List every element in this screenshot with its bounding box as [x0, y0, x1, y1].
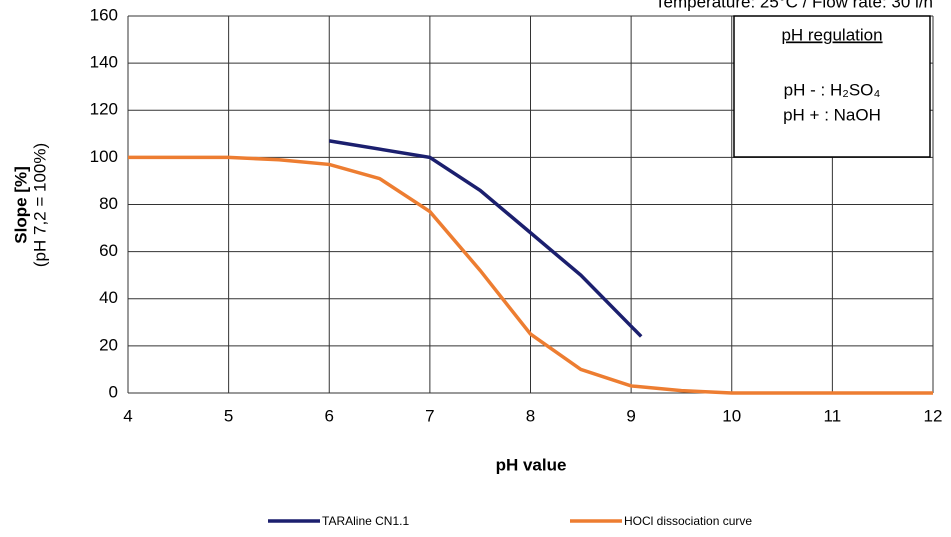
y-tick-label: 20 — [99, 335, 118, 354]
y-tick-label: 100 — [90, 147, 118, 166]
y-tick-label: 120 — [90, 100, 118, 119]
y-tick-label: 160 — [90, 5, 118, 24]
annotation-line: pH - : H₂SO₄ — [784, 80, 881, 99]
x-tick-label: 4 — [123, 406, 132, 425]
x-tick-label: 12 — [924, 406, 943, 425]
line-series — [128, 155, 933, 395]
y-tick-label: 80 — [99, 194, 118, 213]
subtitle: Temperature: 25°C / Flow rate: 30 l/h — [655, 0, 933, 11]
x-tick-label: 11 — [824, 406, 842, 425]
y-axis-sublabel: (pH 7,2 = 100%) — [30, 143, 49, 267]
x-tick-label: 7 — [425, 406, 434, 425]
y-tick-label: 60 — [99, 241, 118, 260]
x-tick-label: 5 — [224, 406, 233, 425]
y-tick-label: 40 — [99, 288, 118, 307]
legend-label: HOCl dissociation curve — [624, 514, 752, 528]
line-series — [328, 139, 643, 338]
x-tick-label: 9 — [626, 406, 635, 425]
legend-label: TARAline CN1.1 — [322, 514, 409, 528]
y-tick-label: 140 — [90, 53, 118, 72]
y-axis-label: Slope [%] — [11, 166, 30, 243]
y-tick-label: 0 — [109, 382, 118, 401]
annotation-line: pH + : NaOH — [783, 105, 881, 124]
x-tick-label: 10 — [722, 406, 741, 425]
x-axis-label: pH value — [496, 455, 567, 474]
annotation-title: pH regulation — [781, 25, 882, 44]
x-tick-label: 6 — [325, 406, 334, 425]
x-tick-label: 8 — [526, 406, 535, 425]
annotation-box — [733, 15, 931, 158]
